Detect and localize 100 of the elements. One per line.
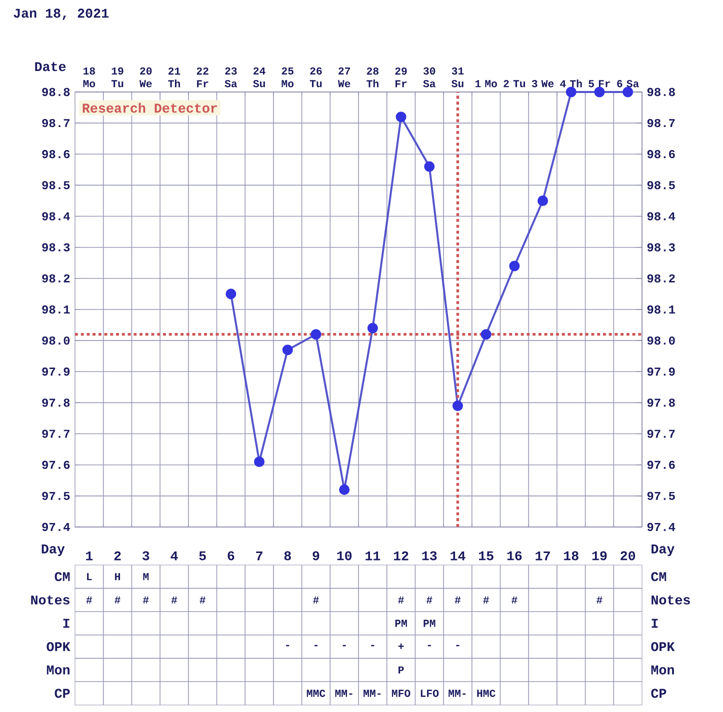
text: H	[115, 573, 120, 580]
point	[538, 195, 548, 206]
y-tick-label: Mon	[46, 666, 70, 674]
y-tick-label: 98.1	[42, 305, 70, 314]
x-tick-label: 29 Fr	[395, 67, 407, 88]
text: #	[454, 596, 461, 604]
y-tick-label: 97.8	[42, 398, 70, 407]
y-tick-label: 98.5	[42, 181, 70, 190]
x-tick-label: 19	[592, 551, 607, 560]
x-tick-label: 11	[366, 552, 380, 560]
point	[396, 112, 406, 122]
x-tick-label: 8	[284, 551, 291, 560]
y-tick-label: I	[63, 618, 70, 628]
point	[367, 322, 378, 334]
y2-tick-label: 98.3	[647, 243, 675, 252]
x-tick-label: 21 Th	[168, 67, 180, 88]
y-tick-label: CP	[54, 688, 70, 698]
y2-tick-label: 97.7	[647, 430, 675, 438]
text: #	[596, 596, 602, 604]
text: P	[398, 666, 404, 674]
y2-tick-label: 97.8	[647, 398, 675, 407]
text: MFO	[392, 690, 410, 697]
x-tick-label: 1 Mo	[475, 80, 497, 88]
x-tick-label: 23 Sa	[224, 67, 238, 88]
point	[339, 484, 350, 495]
point	[452, 400, 463, 412]
text: LFO	[420, 690, 439, 697]
x-tick-label: 31 Su	[452, 67, 464, 88]
y2-tick-label: Mon	[651, 666, 674, 674]
text: -	[286, 644, 290, 646]
x-tick-label: 4 Th	[560, 80, 582, 88]
point	[566, 86, 576, 98]
x-tick-label: 14	[450, 552, 466, 560]
text: Day	[42, 544, 65, 556]
text: -	[428, 644, 431, 646]
y2-tick-label: 97.5	[647, 492, 675, 500]
y-tick-label: Notes	[31, 595, 70, 604]
x-tick-label: 12	[394, 551, 408, 560]
text: MM-	[335, 690, 352, 697]
x-tick-label: 1	[86, 552, 93, 560]
y-tick-label: OPK	[46, 642, 70, 652]
text: -	[314, 644, 318, 646]
text: #	[86, 596, 92, 604]
point	[594, 86, 605, 98]
y2-tick-label: 98.5	[647, 181, 675, 190]
text: #	[142, 596, 149, 604]
text: PM	[395, 620, 407, 627]
y2-tick-label: CP	[651, 688, 666, 698]
point	[480, 329, 492, 340]
x-tick-label: 2 Tu	[504, 80, 526, 88]
point	[622, 86, 634, 98]
x-tick-label: 20	[620, 551, 636, 560]
x-tick-label: 5 Fr	[588, 80, 610, 88]
y2-tick-label: 98.2	[647, 274, 675, 282]
point	[509, 260, 520, 272]
x-tick-label: 6	[228, 551, 234, 560]
y2-tick-label: OPK	[651, 642, 675, 652]
x-tick-label: 3 We	[532, 80, 554, 88]
y2-tick-label: 98.4	[647, 212, 676, 220]
x-tick-label: 19 Tu	[111, 67, 124, 88]
y2-tick-label: 97.4	[647, 522, 676, 532]
x-tick-label: 7	[256, 552, 262, 560]
text: HMC	[477, 690, 496, 697]
text: M	[143, 573, 149, 580]
point	[310, 329, 322, 340]
text: L	[87, 573, 92, 580]
x-tick-label: 3	[142, 551, 150, 560]
x-tick-label: 16	[507, 551, 522, 560]
x-tick-label: 18 Mo	[83, 67, 96, 88]
text: -	[456, 644, 460, 646]
y-tick-label: 98.4	[42, 212, 70, 220]
text: PM	[424, 620, 436, 627]
y-tick-label: 98.2	[42, 274, 70, 282]
ref-line-label: Research Detector	[82, 102, 217, 113]
y2-tick-label: I	[652, 618, 658, 628]
text: -	[342, 644, 346, 646]
y-tick-label: 98.6	[42, 150, 70, 158]
text: #	[483, 596, 489, 604]
x-tick-label: 4	[170, 552, 178, 560]
text: #	[171, 596, 178, 604]
y-tick-label: 98.7	[42, 118, 70, 128]
point	[282, 344, 293, 356]
x-tick-label: 13	[422, 551, 437, 560]
y-tick-label: 98.8	[42, 88, 70, 96]
point	[254, 456, 265, 467]
y2-tick-label: 97.9	[647, 368, 675, 376]
x-tick-label: 24 Su	[253, 67, 266, 88]
x-tick-label: 15	[478, 551, 494, 560]
text: -	[371, 644, 374, 646]
x-axis-title: Date	[35, 62, 66, 72]
y-tick-label: 97.5	[42, 492, 70, 500]
y-tick-label: 97.7	[42, 430, 70, 438]
y2-tick-label: 98.7	[647, 118, 675, 128]
text: #	[426, 596, 432, 604]
text: #	[512, 596, 518, 604]
x-tick-label: 17	[536, 552, 550, 560]
y-tick-label: CM	[54, 572, 70, 582]
x-tick-label: 26 Tu	[310, 67, 322, 88]
point	[226, 288, 236, 300]
x-tick-label: 30 Sa	[423, 67, 436, 88]
